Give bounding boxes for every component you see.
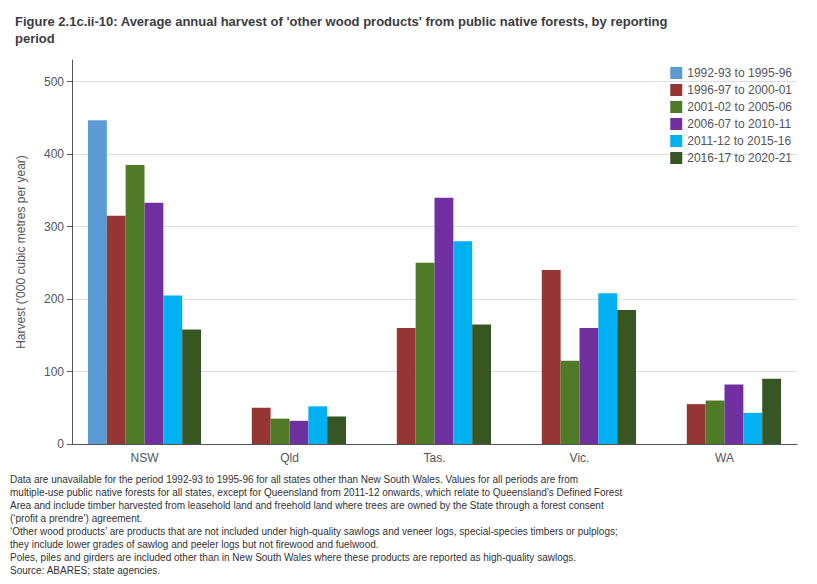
svg-text:WA: WA — [715, 451, 734, 465]
svg-text:Harvest ('000 cubic metres per: Harvest ('000 cubic metres per year) — [14, 155, 28, 349]
svg-text:2016-17 to 2020-21: 2016-17 to 2020-21 — [687, 151, 792, 165]
svg-text:500: 500 — [44, 75, 64, 89]
svg-text:200: 200 — [44, 292, 64, 306]
svg-text:2001-02 to 2005-06: 2001-02 to 2005-06 — [687, 100, 792, 114]
svg-text:400: 400 — [44, 147, 64, 161]
svg-text:Poles, piles and girders are i: Poles, piles and girders are included ot… — [10, 552, 576, 563]
svg-text:1996-97 to 2000-01: 1996-97 to 2000-01 — [687, 83, 792, 97]
svg-text:2011-12 to 2015-16: 2011-12 to 2015-16 — [687, 134, 791, 148]
svg-text:0: 0 — [57, 437, 64, 451]
svg-text:Vic.: Vic. — [570, 451, 590, 465]
svg-text:Qld: Qld — [280, 451, 299, 465]
svg-text:Data are unavailable for the p: Data are unavailable for the period 1992… — [10, 474, 578, 485]
svg-text:Figure 2.1c.ii-10: Average ann: Figure 2.1c.ii-10: Average annual harves… — [15, 14, 668, 29]
svg-text:100: 100 — [44, 365, 64, 379]
svg-text:Source: ABARES; state agencies: Source: ABARES; state agencies. — [10, 565, 160, 576]
svg-text:they include lower grades of s: they include lower grades of sawlog and … — [10, 539, 379, 550]
svg-text:1992-93 to 1995-96: 1992-93 to 1995-96 — [687, 66, 792, 80]
svg-text:‘Other wood products’ are prod: ‘Other wood products’ are products that … — [10, 526, 618, 537]
svg-text:300: 300 — [44, 220, 64, 234]
svg-text:2006-07 to 2010-11: 2006-07 to 2010-11 — [687, 117, 791, 131]
svg-text:(‘profit a prendre’) agreement: (‘profit a prendre’) agreement. — [10, 513, 142, 524]
svg-text:Area and include timber harves: Area and include timber harvested from l… — [10, 500, 604, 511]
svg-text:NSW: NSW — [131, 451, 160, 465]
svg-text:Tas.: Tas. — [423, 451, 445, 465]
svg-text:multiple-use public native for: multiple-use public native forests for a… — [10, 487, 622, 498]
svg-text:period: period — [15, 31, 55, 46]
